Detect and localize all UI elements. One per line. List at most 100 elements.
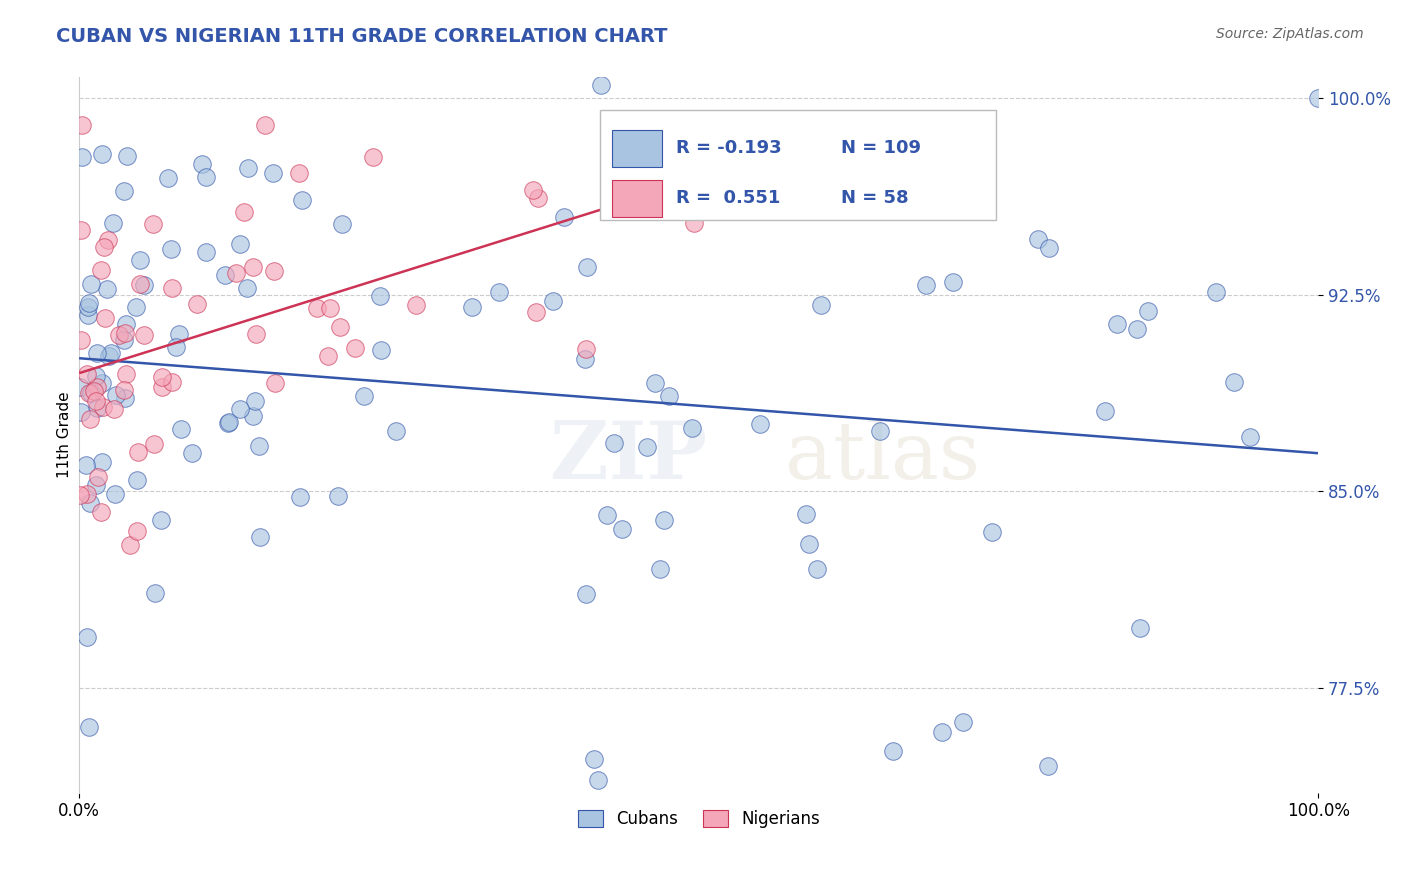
Point — [263, 264, 285, 278]
Point — [181, 446, 204, 460]
Point — [90, 263, 112, 277]
Point — [1239, 430, 1261, 444]
Point — [96, 233, 118, 247]
Point — [86, 380, 108, 394]
Point — [194, 169, 217, 184]
Point — [70, 118, 93, 132]
Point — [76, 368, 98, 382]
Point — [191, 156, 214, 170]
Point — [103, 216, 125, 230]
Point — [103, 402, 125, 417]
Text: Source: ZipAtlas.com: Source: ZipAtlas.com — [1216, 27, 1364, 41]
Point — [603, 436, 626, 450]
Point — [553, 210, 575, 224]
Point — [806, 562, 828, 576]
Point — [288, 491, 311, 505]
Point — [93, 311, 115, 326]
Point — [127, 524, 149, 538]
FancyBboxPatch shape — [599, 110, 995, 220]
Point — [70, 150, 93, 164]
Point — [1036, 759, 1059, 773]
Point — [574, 351, 596, 366]
Point — [114, 391, 136, 405]
Point — [316, 349, 339, 363]
Point — [150, 369, 173, 384]
Point — [461, 301, 484, 315]
Point — [236, 281, 259, 295]
Point — [127, 445, 149, 459]
Point — [610, 522, 633, 536]
Point — [114, 326, 136, 341]
Point — [86, 401, 108, 415]
Point — [108, 327, 131, 342]
Point — [143, 586, 166, 600]
Point — [69, 488, 91, 502]
Point — [100, 345, 122, 359]
Point — [77, 295, 100, 310]
Y-axis label: 11th Grade: 11th Grade — [58, 392, 72, 478]
Point — [931, 725, 953, 739]
Point — [115, 149, 138, 163]
FancyBboxPatch shape — [612, 179, 662, 217]
Point — [118, 538, 141, 552]
Point — [343, 342, 366, 356]
Point — [90, 505, 112, 519]
Point — [104, 487, 127, 501]
Point — [353, 389, 375, 403]
Point — [644, 376, 666, 390]
Point — [70, 405, 93, 419]
Point — [1308, 91, 1330, 105]
Point — [112, 333, 135, 347]
Point — [329, 319, 352, 334]
Point — [254, 118, 277, 132]
Point — [79, 411, 101, 425]
Point — [658, 389, 681, 403]
Point — [1129, 621, 1152, 635]
Legend: Cubans, Nigerians: Cubans, Nigerians — [571, 803, 827, 834]
Point — [488, 285, 510, 299]
Point — [156, 170, 179, 185]
Point — [405, 298, 427, 312]
Point — [636, 440, 658, 454]
Point — [630, 154, 652, 169]
Text: N = 109: N = 109 — [841, 139, 921, 157]
Point — [86, 346, 108, 360]
Point — [170, 421, 193, 435]
Point — [217, 416, 239, 430]
Point — [114, 383, 136, 397]
Point — [1223, 375, 1246, 389]
Point — [1125, 322, 1147, 336]
Point — [195, 245, 218, 260]
Point — [264, 376, 287, 390]
Text: N = 58: N = 58 — [841, 189, 908, 207]
Point — [1107, 317, 1129, 331]
Point — [648, 562, 671, 576]
Point — [245, 327, 267, 342]
Point — [794, 508, 817, 522]
Point — [524, 305, 547, 319]
Point — [952, 714, 974, 729]
Point — [70, 223, 93, 237]
Point — [1026, 232, 1049, 246]
Point — [543, 293, 565, 308]
Point — [70, 333, 93, 347]
Point — [384, 424, 406, 438]
Point — [75, 458, 97, 472]
Point — [129, 277, 152, 292]
Point — [160, 242, 183, 256]
Point — [142, 436, 165, 450]
Point — [368, 289, 391, 303]
Point — [242, 409, 264, 424]
Point — [160, 375, 183, 389]
Point — [236, 161, 259, 176]
Point — [370, 343, 392, 357]
Point — [869, 425, 891, 439]
Point — [245, 394, 267, 409]
Point — [262, 166, 284, 180]
Point — [589, 78, 612, 93]
Point — [93, 240, 115, 254]
Point — [84, 394, 107, 409]
Point — [942, 275, 965, 289]
Point — [132, 327, 155, 342]
Point — [575, 587, 598, 601]
